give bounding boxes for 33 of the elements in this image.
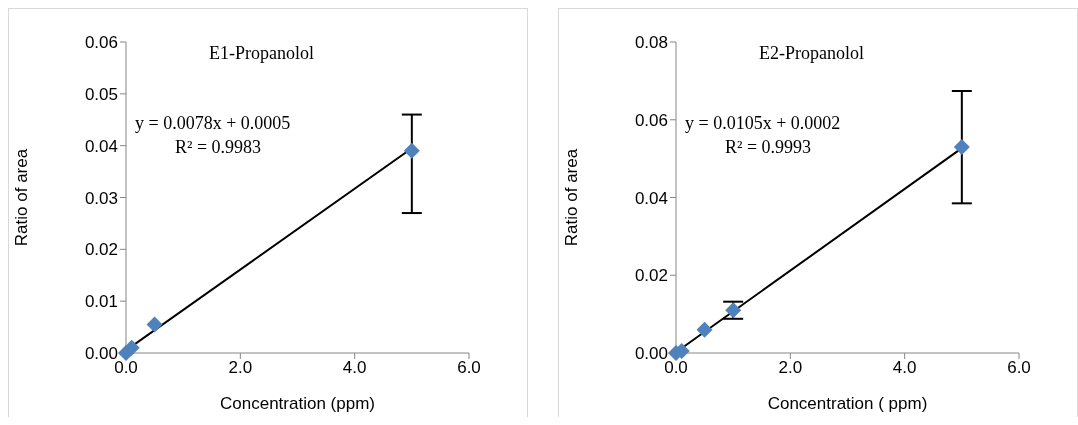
x-axis-title: Concentration (ppm) (220, 394, 375, 413)
annotation: y = 0.0078x + 0.0005 (135, 113, 291, 134)
annotation: y = 0.0105x + 0.0002 (685, 113, 841, 134)
x-tick-label: 2.0 (228, 358, 253, 378)
y-tick-label: 0.06 (84, 33, 118, 53)
point (696, 321, 713, 338)
annotation: R² = 0.9983 (175, 137, 262, 158)
point (123, 339, 140, 356)
y-tick-label: 0.04 (634, 188, 668, 208)
point (953, 138, 970, 155)
y-tick-label: 0.01 (84, 292, 118, 312)
point (146, 316, 163, 333)
x-tick-label: 4.0 (342, 358, 367, 378)
x-tick-label: 2.0 (778, 358, 803, 378)
y-axis-title: Ratio of area (562, 148, 582, 247)
x-tick-label: 4.0 (892, 358, 917, 378)
chart-title: E1-Propanolol (209, 43, 314, 64)
y-tick-label: 0.05 (84, 84, 118, 104)
annotation: R² = 0.9993 (725, 137, 812, 158)
y-axis-title: Ratio of area (12, 148, 32, 247)
y-tick-label: 0.03 (84, 188, 118, 208)
x-tick-label: 6.0 (1007, 358, 1031, 378)
y-tick-label: 0.04 (84, 136, 118, 156)
point (403, 142, 420, 159)
y-tick-label: 0.08 (634, 33, 668, 53)
x-tick-label: 6.0 (457, 358, 481, 378)
x-tick-label: 0.0 (664, 358, 688, 378)
y-tick-label: 0.02 (634, 266, 668, 286)
y-tick-label: 0.06 (634, 110, 668, 130)
x-axis-title: Concentration ( ppm) (767, 394, 928, 413)
y-tick-label: 0.02 (84, 240, 118, 260)
chart-title: E2-Propanolol (759, 43, 864, 64)
x-tick-label: 0.0 (114, 358, 138, 378)
